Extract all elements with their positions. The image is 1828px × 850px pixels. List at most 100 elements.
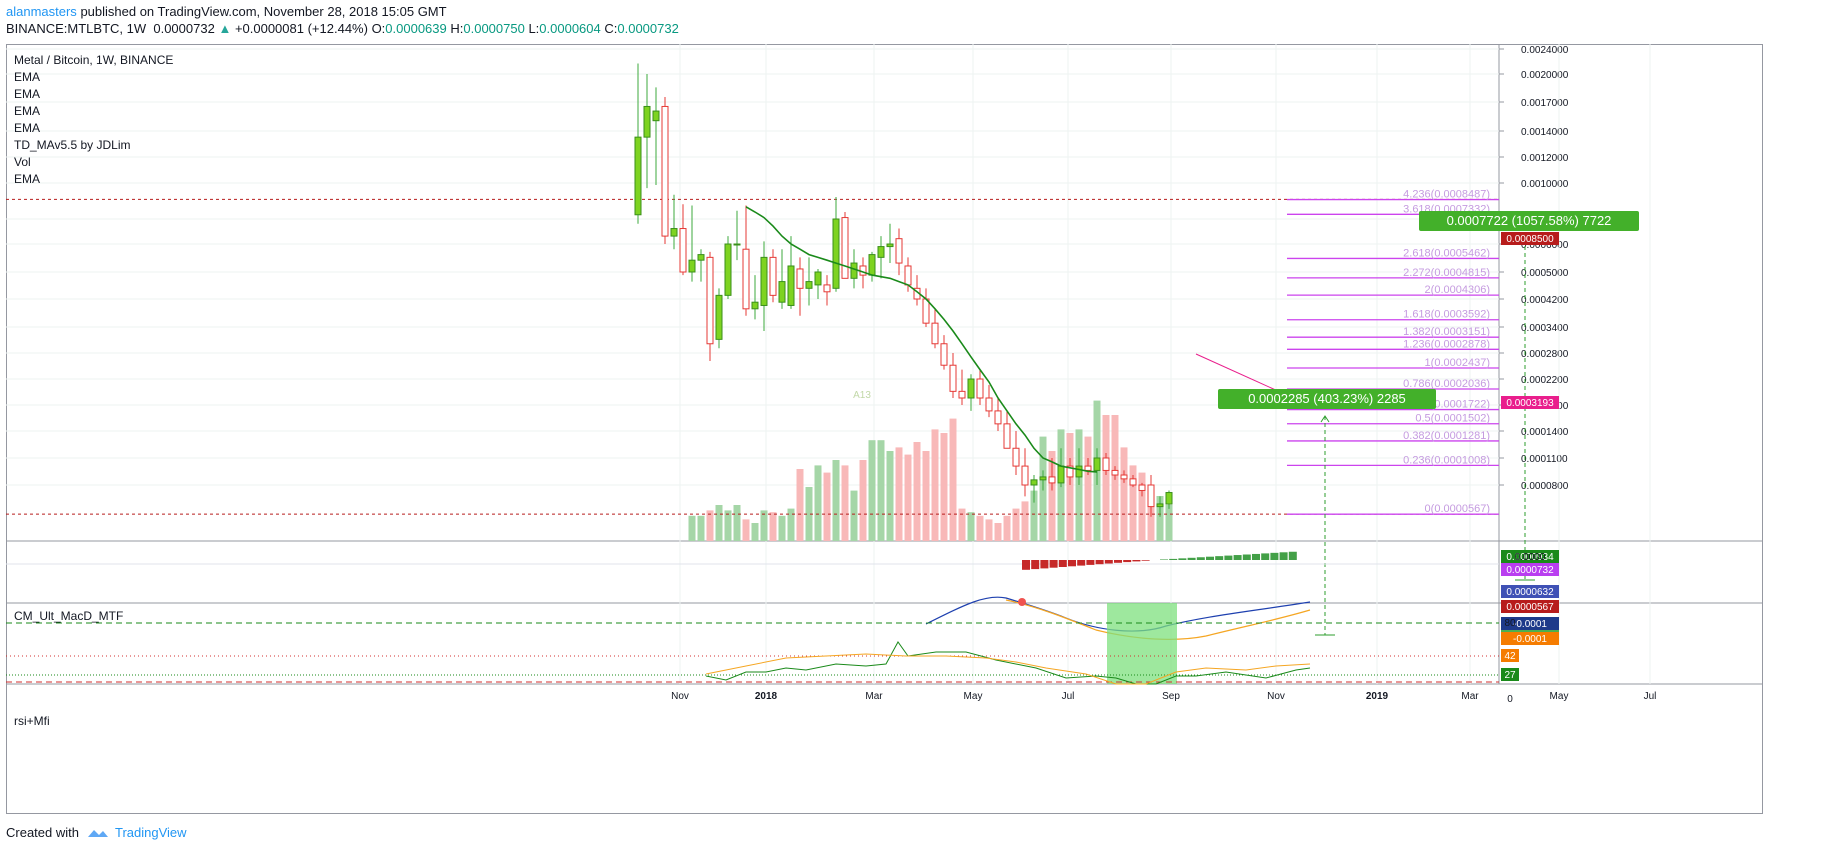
legend-item-ema-2[interactable]: EMA — [14, 87, 41, 101]
macd-histogram-bar — [1114, 560, 1122, 563]
candle-body — [931, 322, 939, 345]
high-label: H: — [450, 21, 464, 36]
candle — [823, 275, 831, 306]
tradingview-logo-icon — [87, 829, 108, 837]
candle — [967, 374, 975, 411]
measure-small-label: 0.0002285 (403.23%) 2285 — [1248, 391, 1406, 406]
price-tick-label: 0.0005000 — [1521, 268, 1569, 279]
time-tick-label: Sep — [1162, 691, 1180, 702]
macd-histogram-bar — [1206, 556, 1214, 560]
price-tag-label: 0.0000632 — [1506, 587, 1554, 598]
candle-body — [1012, 447, 1020, 467]
candle — [769, 249, 777, 303]
candle — [877, 236, 885, 279]
macd-histogram-bar — [1058, 560, 1067, 567]
chart-border — [6, 44, 1763, 814]
legend-title[interactable]: Metal / Bitcoin, 1W, BINANCE — [14, 53, 174, 67]
legend-item-td[interactable]: TD_MAv5.5 by JDLim — [14, 138, 131, 152]
macd-histogram-bar — [1270, 552, 1279, 560]
volume-bar — [823, 472, 831, 541]
rsi-value-tag — [1501, 668, 1519, 681]
author-link[interactable]: alanmasters — [6, 4, 77, 19]
macd-histogram-bar — [1049, 560, 1058, 568]
price-tag-label: 0.0008500 — [1506, 234, 1554, 245]
candle — [1075, 448, 1083, 485]
legend-item-ema-1[interactable]: EMA — [14, 70, 41, 84]
macd-histogram-bar — [1252, 553, 1260, 560]
chart-svg[interactable]: 0.0024000 0.0020000 0.0017000 0.0014000 0.00… — [6, 44, 1763, 814]
price-tick-label: 0.0006000 — [1521, 240, 1569, 251]
volume-bar — [1102, 415, 1110, 541]
chart-frame[interactable]: 0.0024000 0.0020000 0.0017000 0.0014000 0.00… — [6, 44, 1763, 814]
candle-body — [778, 281, 786, 303]
volume-bar — [778, 515, 786, 541]
low-value: 0.0000604 — [539, 21, 601, 36]
open-label: O: — [371, 21, 386, 36]
symbol-label: BINANCE:MTLBTC, 1W — [6, 21, 147, 36]
price-tick-label: 0.0004200 — [1521, 295, 1569, 306]
price-tag-label: 0.0003193 — [1506, 398, 1554, 409]
candle — [679, 204, 687, 276]
candle — [778, 249, 786, 309]
fib-level-label: 0(0.0000567) — [1425, 503, 1490, 515]
candle-body — [670, 228, 678, 237]
macd-histogram-bar — [1224, 555, 1233, 560]
volume-bar — [760, 510, 768, 541]
rsi-line — [705, 641, 1311, 685]
candle — [652, 87, 660, 186]
macd-signal-tag-label: -0.0001 — [1513, 634, 1547, 645]
fib-level-label: 1.382(0.0003151) — [1403, 326, 1490, 338]
price-tick-label: 0.0000800 — [1521, 481, 1569, 492]
candle — [940, 335, 948, 370]
volume-bar — [715, 505, 723, 541]
candle — [1093, 448, 1101, 485]
time-tick-label: Mar — [865, 691, 883, 702]
candle-body — [985, 397, 993, 412]
ema-line — [745, 206, 1098, 473]
candle-body — [958, 390, 966, 399]
candle-body — [643, 105, 651, 138]
price-tick-label: 0.0024000 — [1521, 45, 1569, 56]
fib-level-label: 2.272(0.0004815) — [1403, 267, 1490, 279]
candle — [1129, 475, 1137, 488]
candle — [670, 194, 678, 250]
volume-bar — [931, 429, 939, 541]
legend-item-vol[interactable]: Vol — [14, 155, 31, 169]
volume-bar — [886, 451, 894, 541]
rsi-pane-label[interactable]: rsi+Mfi — [14, 714, 50, 728]
mfi-line — [705, 653, 1311, 685]
volume-bar — [850, 490, 858, 541]
legend-item-ema-5[interactable]: EMA — [14, 172, 41, 186]
volume-bar — [895, 447, 903, 541]
fib-level-label: 0.382(0.0001281) — [1403, 430, 1490, 442]
tradingview-brand[interactable]: TradingView — [87, 825, 187, 840]
macd-histogram-bar — [1068, 560, 1076, 567]
candle-body — [886, 243, 894, 248]
macd-histogram-bar — [1095, 560, 1104, 565]
time-tick-label: Nov — [1267, 691, 1285, 702]
volume-bar — [841, 465, 849, 541]
candle — [760, 241, 768, 331]
volume-bar — [1048, 451, 1056, 541]
macd-pane-label[interactable]: CM_Ult_MacD_MTF — [14, 609, 124, 623]
macd-histogram-bar — [1242, 554, 1251, 560]
fib-level-label: 0.786(0.0002036) — [1403, 378, 1490, 390]
volume-bar — [904, 454, 912, 541]
price-tag — [1501, 585, 1559, 598]
macd-histogram-bar — [1123, 560, 1132, 563]
candle — [985, 385, 993, 418]
macd-histogram-bar — [1196, 557, 1205, 560]
candle — [1039, 470, 1047, 491]
legend-item-ema-3[interactable]: EMA — [14, 104, 41, 118]
low-label: L: — [528, 21, 540, 36]
legend-item-ema-4[interactable]: EMA — [14, 121, 41, 135]
macd-histogram-bar — [1022, 560, 1030, 570]
tradingview-brand-label: TradingView — [114, 825, 187, 840]
candle — [841, 212, 849, 279]
price-tick-label: 0.0020000 — [1521, 70, 1569, 81]
time-tick-label: May — [964, 691, 983, 702]
candle — [805, 257, 813, 306]
fib-level-label: 1(0.0002437) — [1425, 357, 1490, 369]
candle — [697, 249, 705, 282]
open-value: 0.0000639 — [385, 21, 447, 36]
